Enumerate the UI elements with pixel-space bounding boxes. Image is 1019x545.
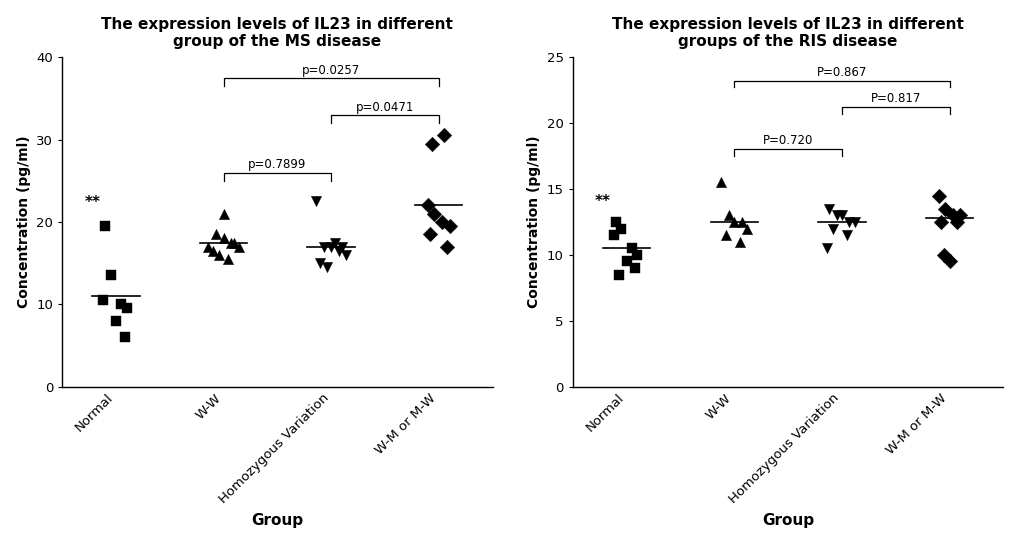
Point bbox=[739, 224, 755, 233]
Text: p=0.7899: p=0.7899 bbox=[248, 158, 307, 171]
Point bbox=[731, 238, 747, 246]
Point bbox=[219, 255, 235, 263]
Point bbox=[612, 224, 629, 233]
Point bbox=[102, 271, 118, 280]
Point bbox=[951, 211, 967, 220]
Text: p=0.0471: p=0.0471 bbox=[356, 101, 414, 113]
Y-axis label: Concentration (pg/ml): Concentration (pg/ml) bbox=[16, 136, 31, 308]
Y-axis label: Concentration (pg/ml): Concentration (pg/ml) bbox=[527, 136, 541, 308]
Point bbox=[605, 231, 622, 239]
Point bbox=[629, 251, 645, 259]
Point bbox=[113, 300, 129, 308]
Point bbox=[624, 244, 640, 253]
Text: **: ** bbox=[594, 194, 610, 209]
Point bbox=[716, 231, 733, 239]
Point bbox=[935, 251, 952, 259]
Title: The expression levels of IL23 in different
group of the MS disease: The expression levels of IL23 in differe… bbox=[101, 17, 452, 49]
Point bbox=[226, 238, 243, 247]
Point bbox=[439, 243, 455, 251]
Point bbox=[205, 246, 221, 255]
Point bbox=[116, 333, 132, 342]
Point bbox=[330, 246, 346, 255]
Text: P=0.720: P=0.720 bbox=[762, 135, 812, 148]
Point bbox=[308, 197, 324, 205]
Point bbox=[433, 217, 449, 226]
Point bbox=[941, 257, 957, 266]
Text: p=0.0257: p=0.0257 bbox=[302, 64, 360, 76]
Point bbox=[846, 217, 862, 226]
Point bbox=[820, 204, 837, 213]
Point bbox=[426, 209, 442, 218]
Point bbox=[944, 211, 960, 220]
Point bbox=[839, 231, 855, 239]
Point bbox=[618, 257, 634, 266]
Text: P=0.867: P=0.867 bbox=[816, 66, 866, 79]
Point bbox=[720, 211, 737, 220]
Point bbox=[610, 270, 627, 279]
Point bbox=[318, 263, 334, 271]
Point bbox=[627, 264, 643, 272]
Point bbox=[833, 211, 849, 220]
Point bbox=[95, 296, 111, 305]
Point bbox=[424, 140, 440, 148]
Point bbox=[818, 244, 835, 253]
Point bbox=[733, 217, 749, 226]
Point bbox=[931, 217, 948, 226]
Point bbox=[108, 317, 124, 325]
Point bbox=[607, 217, 624, 226]
Point bbox=[337, 251, 354, 259]
Point bbox=[208, 230, 224, 239]
Point bbox=[312, 259, 328, 268]
Point bbox=[420, 201, 436, 210]
Point bbox=[929, 191, 946, 200]
Text: **: ** bbox=[85, 195, 100, 210]
Point bbox=[435, 131, 451, 140]
Point bbox=[333, 243, 350, 251]
X-axis label: Group: Group bbox=[251, 513, 303, 528]
Point bbox=[441, 222, 458, 231]
Point bbox=[327, 238, 343, 247]
X-axis label: Group: Group bbox=[761, 513, 813, 528]
Point bbox=[200, 243, 216, 251]
Point bbox=[223, 238, 239, 247]
Point bbox=[118, 304, 135, 313]
Point bbox=[215, 234, 231, 243]
Text: P=0.817: P=0.817 bbox=[869, 92, 920, 105]
Title: The expression levels of IL23 in different
groups of the RIS disease: The expression levels of IL23 in differe… bbox=[611, 17, 963, 49]
Point bbox=[936, 204, 953, 213]
Point bbox=[323, 243, 339, 251]
Point bbox=[215, 209, 231, 218]
Point bbox=[230, 243, 247, 251]
Point bbox=[841, 217, 857, 226]
Point bbox=[315, 243, 331, 251]
Point bbox=[422, 230, 438, 239]
Point bbox=[712, 178, 729, 187]
Point bbox=[726, 217, 742, 226]
Point bbox=[824, 224, 841, 233]
Point bbox=[211, 251, 227, 259]
Point bbox=[827, 211, 844, 220]
Point bbox=[97, 222, 113, 231]
Point bbox=[948, 217, 964, 226]
